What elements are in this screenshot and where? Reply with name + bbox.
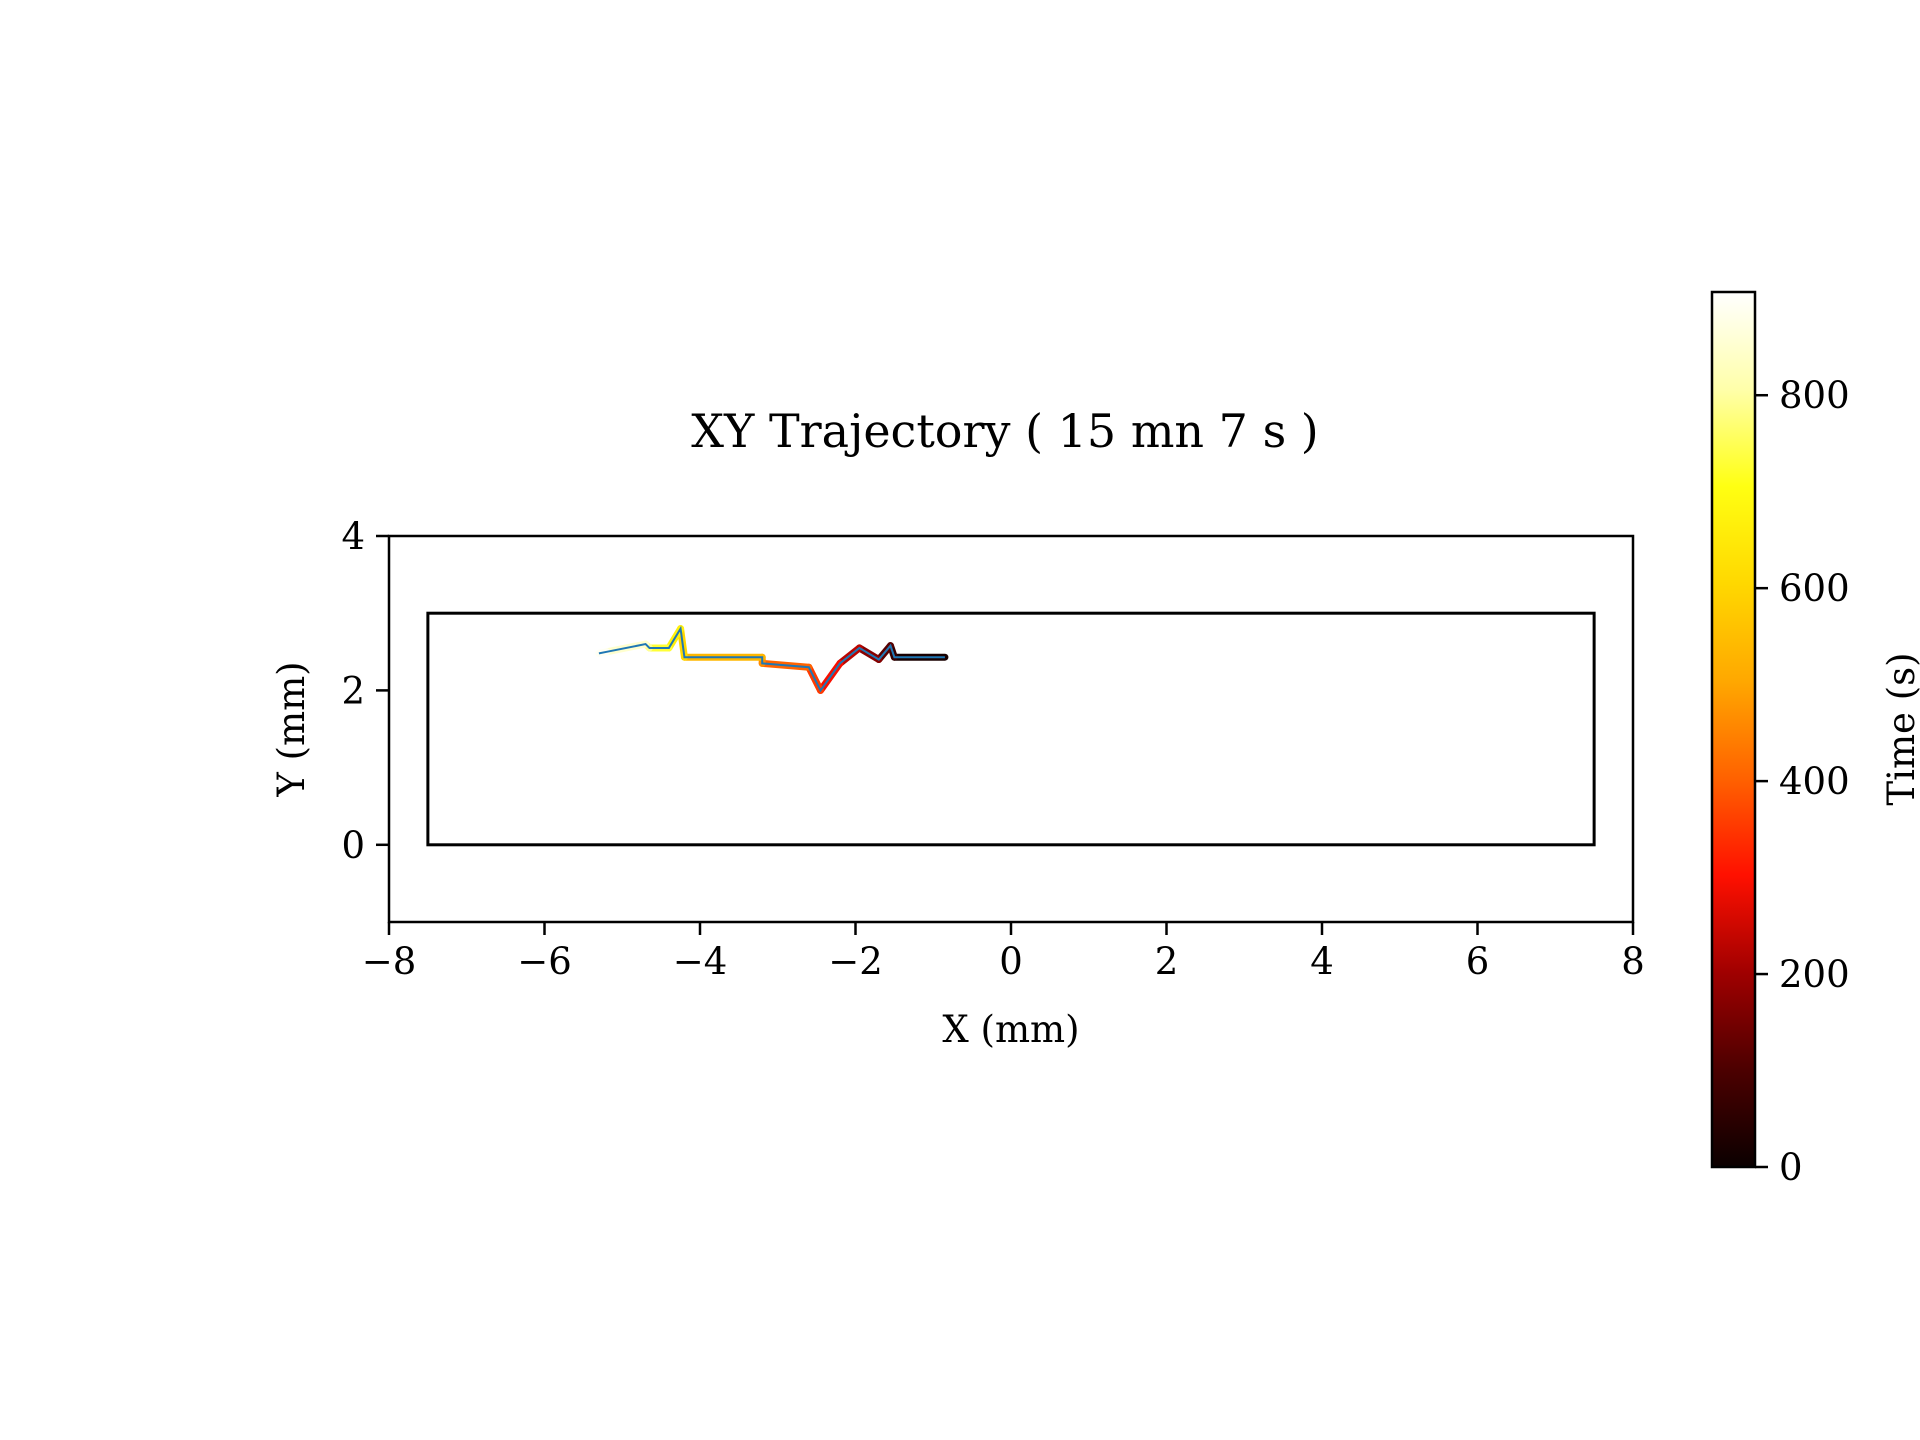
colorbar-tick-label: 400 [1779,760,1850,803]
x-tick-label: 8 [1621,940,1645,983]
y-tick-label: 4 [341,515,365,558]
x-tick-label: 6 [1466,940,1490,983]
colorbar-tick-label: 200 [1779,953,1850,996]
x-tick-label: −6 [517,940,572,983]
x-tick-label: −4 [673,940,728,983]
colorbar-tick-label: 800 [1779,374,1850,417]
trajectory-path [598,625,945,693]
x-tick-label: −2 [828,940,883,983]
colorbar [1710,290,1757,1169]
chart-title: XY Trajectory ( 15 mn 7 s ) [691,404,1319,458]
colorbar-tick-label: 600 [1779,567,1850,610]
x-axis-label: X (mm) [942,1008,1079,1051]
x-tick-label: 0 [999,940,1023,983]
x-tick-label: 4 [1310,940,1334,983]
colorbar-tick-label: 0 [1779,1146,1803,1189]
colorbar-label: Time (s) [1880,652,1920,805]
arena-boundary [426,611,1596,847]
y-axis-label: Y (mm) [270,661,313,797]
x-tick-label: −8 [362,940,417,983]
y-tick-label: 0 [341,824,365,867]
y-tick-label: 2 [341,669,365,712]
plot-frame [387,534,1635,924]
x-tick-label: 2 [1155,940,1179,983]
